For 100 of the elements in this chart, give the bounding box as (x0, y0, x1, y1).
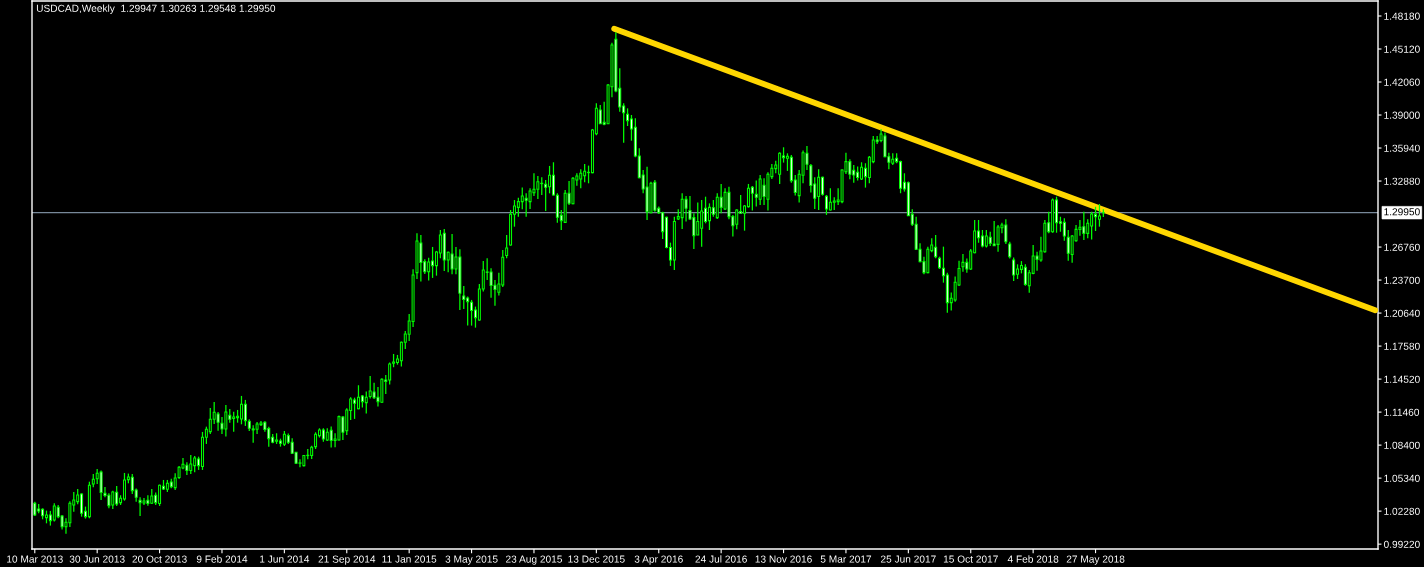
candlestick (232, 411, 236, 433)
candlestick (189, 454, 193, 475)
candlestick (208, 407, 212, 435)
candlestick (778, 151, 782, 185)
candlestick (817, 168, 821, 211)
candlestick (1035, 251, 1039, 272)
chart-title: USDCAD,Weekly 1.29947 1.30263 1.29548 1.29950 (36, 4, 276, 14)
x-tick-label: 3 Apr 2016 (634, 555, 683, 565)
candlestick (680, 192, 684, 230)
candlestick (520, 186, 524, 210)
x-tick-label: 20 Oct 2013 (132, 555, 187, 563)
candlestick (1062, 217, 1066, 242)
candlestick (996, 224, 1000, 253)
candlestick (243, 399, 247, 427)
candlestick (1082, 211, 1086, 241)
candlestick (239, 395, 243, 425)
y-tick-label: 1.45120 (1384, 45, 1420, 53)
candlestick (99, 469, 103, 501)
ref-line-label: 1.29950 (1384, 208, 1420, 216)
y-tick-label: 0.99220 (1383, 540, 1420, 548)
candlestick (692, 212, 696, 250)
candlestick (380, 377, 384, 404)
x-tick-label: 24 Jul 2016 (695, 555, 747, 563)
candlestick (516, 197, 520, 218)
x-tick-label: 5 Mar 2017 (820, 555, 872, 563)
candlestick (536, 175, 540, 200)
candlestick (1004, 218, 1008, 245)
x-tick-label: 13 Dec 2015 (568, 555, 625, 563)
y-tick-label: 1.11460 (1384, 408, 1420, 416)
x-tick-label: 30 Jun 2013 (69, 555, 125, 563)
candlestick (1094, 206, 1098, 232)
x-tick-label: 11 Jan 2015 (382, 555, 437, 563)
candlestick (224, 404, 228, 438)
candlestick (548, 165, 552, 194)
candlestick (1090, 211, 1094, 241)
candlestick (200, 431, 204, 471)
x-tick-label: 21 Sep 2014 (318, 555, 376, 565)
candlestick (696, 201, 700, 236)
y-tick-label: 1.23700 (1384, 276, 1420, 284)
candlestick (1012, 256, 1016, 282)
candlestick (758, 174, 762, 206)
candlestick (470, 299, 474, 327)
y-tick-label: 1.17580 (1384, 342, 1420, 350)
candlestick (368, 375, 372, 400)
candlestick (419, 234, 423, 283)
candlestick (505, 234, 509, 259)
candlestick (146, 494, 150, 507)
y-tick-label: 1.05340 (1384, 474, 1420, 482)
x-tick-label: 1 Jun 2014 (260, 555, 310, 563)
x-tick-label: 4 Feb 2018 (1007, 555, 1059, 563)
candlestick (579, 168, 583, 189)
candlestick (707, 202, 711, 231)
candlestick (1055, 196, 1059, 234)
y-tick-label: 1.14520 (1384, 375, 1420, 383)
candlestick (750, 185, 754, 212)
candlestick (80, 492, 84, 518)
candlestick (754, 179, 758, 208)
candlestick (431, 246, 435, 279)
candlestick (1066, 229, 1070, 262)
candlestick (130, 473, 134, 495)
y-tick-label: 1.26760 (1384, 243, 1420, 251)
x-tick-label: 3 May 2015 (445, 555, 498, 565)
y-tick-label: 1.42060 (1384, 78, 1420, 86)
candlestick (715, 192, 719, 220)
y-tick-label: 1.02280 (1384, 507, 1420, 515)
candlestick (52, 502, 56, 523)
candlestick (329, 425, 333, 449)
y-tick-label: 1.39000 (1384, 111, 1420, 119)
candlestick (583, 163, 587, 183)
x-tick-label: 13 Nov 2016 (755, 555, 812, 563)
candlestick (544, 179, 548, 212)
y-tick-label: 1.35940 (1384, 144, 1420, 152)
candlestick (828, 187, 832, 212)
candlestick (364, 390, 368, 415)
candlestick (926, 246, 930, 274)
y-tick-label: 1.48180 (1384, 12, 1420, 20)
y-tick-label: 1.08400 (1384, 441, 1420, 449)
x-tick-label: 25 Jun 2017 (880, 555, 936, 563)
x-tick-label: 9 Feb 2014 (196, 555, 248, 563)
candlestick (115, 485, 119, 507)
candlestick (719, 183, 723, 214)
candlestick (1023, 263, 1027, 287)
candlestick (356, 384, 360, 410)
y-tick-label: 1.20640 (1384, 309, 1420, 317)
candlestick (44, 509, 48, 524)
candlestick (353, 397, 357, 420)
candlestick (700, 199, 704, 248)
x-tick-label: 15 Oct 2017 (943, 555, 998, 563)
candlestick (278, 438, 282, 448)
x-tick-label: 23 Aug 2015 (506, 555, 563, 565)
x-tick-label: 27 May 2018 (1066, 555, 1125, 565)
x-tick-label: 10 Mar 2013 (7, 555, 63, 563)
candlestick (824, 194, 828, 216)
candlestick (122, 472, 126, 502)
candlestick (466, 295, 470, 327)
candlestick (934, 234, 938, 259)
candlestick (762, 177, 766, 206)
y-tick-label: 1.32880 (1384, 177, 1420, 185)
candlestick (450, 233, 454, 275)
candlestick (427, 257, 431, 282)
